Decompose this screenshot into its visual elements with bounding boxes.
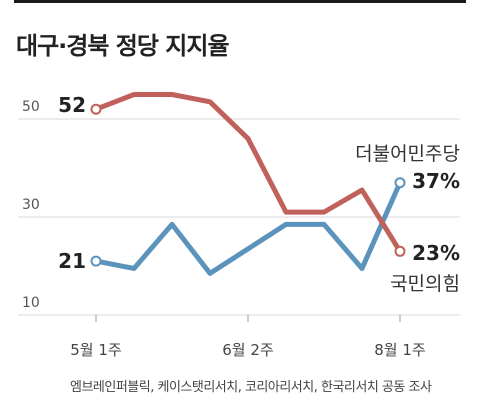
series-marker-1 xyxy=(394,245,406,257)
blue-end-label: 37% xyxy=(412,169,460,193)
series-marker-0 xyxy=(90,255,102,267)
red-end-label: 23% xyxy=(412,241,460,265)
red-start-label: 52 xyxy=(58,93,86,117)
x-tick-label: 6월 2주 xyxy=(222,341,273,359)
y-tick-label-10: 10 xyxy=(22,295,40,311)
top-rule xyxy=(14,0,466,3)
series-line-0 xyxy=(93,180,403,276)
blue-start-label: 21 xyxy=(58,249,86,273)
source-note: 엠브레인퍼블릭, 케이스탯리서치, 코리아리서치, 한국리서치 공동 조사 xyxy=(70,380,432,395)
red-series-name: 국민의힘 xyxy=(390,273,460,295)
chart-title: 대구·경북 정당 지지율 xyxy=(16,32,230,60)
y-tick-label-50: 50 xyxy=(22,99,40,115)
x-tick-label: 5월 1주 xyxy=(70,341,121,359)
series-marker-1 xyxy=(90,103,102,115)
y-tick-label-30: 30 xyxy=(22,197,40,213)
series-marker-0 xyxy=(394,177,406,189)
blue-series-name: 더불어민주당 xyxy=(355,143,460,165)
series-line-1 xyxy=(93,92,403,254)
x-tick-label: 8월 1주 xyxy=(374,341,425,359)
